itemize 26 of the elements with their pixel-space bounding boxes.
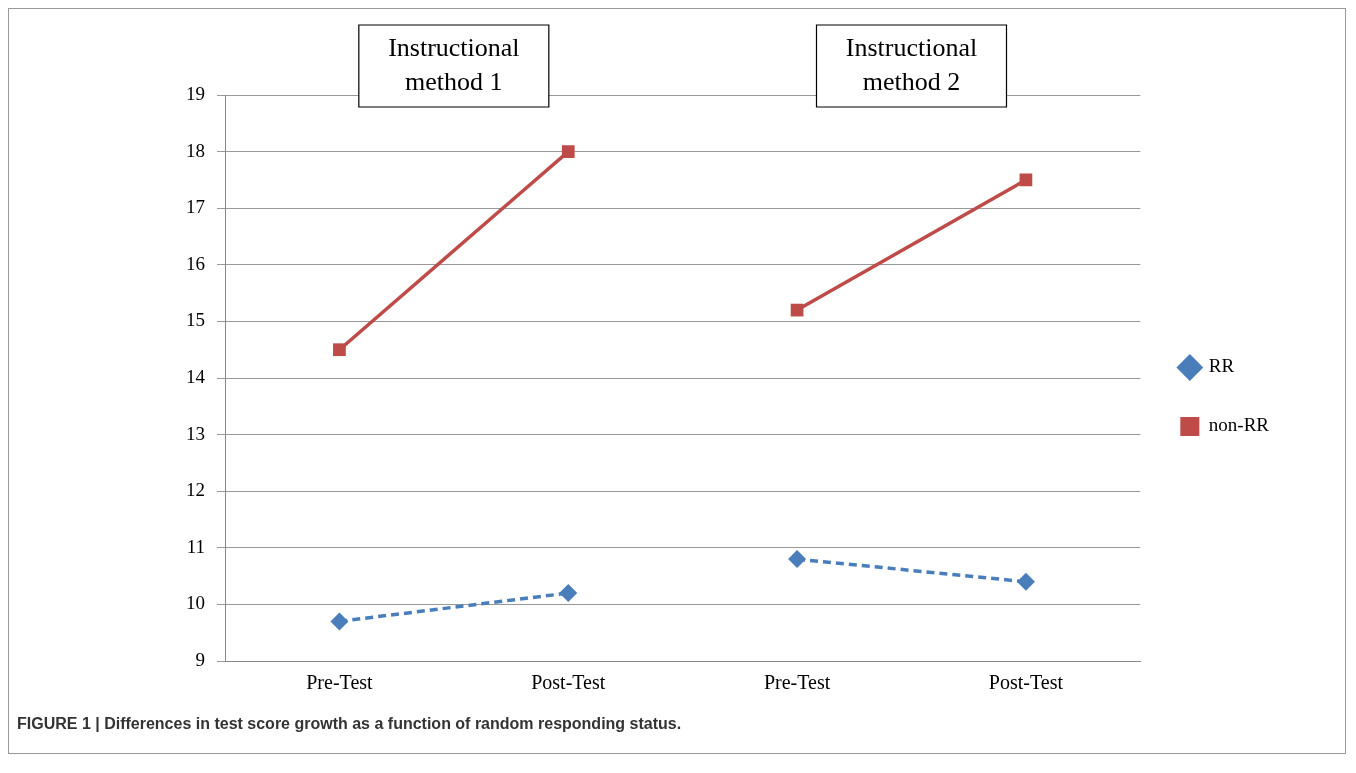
x-tick-label: Post-Test [531, 671, 606, 694]
y-tick-label: 9 [195, 648, 205, 670]
y-tick-label: 11 [186, 535, 205, 557]
point [559, 584, 578, 603]
legend-label: RR [1208, 355, 1235, 377]
legend-label: non-RR [1208, 414, 1270, 436]
point [788, 550, 807, 569]
point [333, 343, 346, 357]
y-tick-label: 14 [186, 365, 206, 387]
y-tick-label: 18 [186, 139, 205, 161]
y-tick-label: 15 [186, 309, 205, 331]
point [561, 145, 575, 158]
point [1016, 572, 1035, 591]
y-tick-label: 12 [186, 479, 205, 501]
annotation: Instructional method 2 [845, 32, 978, 96]
y-tick-label: 13 [186, 422, 205, 444]
y-tick-label: 10 [186, 592, 205, 614]
x-tick-label: Pre-Test [306, 671, 374, 694]
annotation: Instructional method 1 [388, 32, 520, 96]
point [330, 612, 349, 631]
y-tick-label: 19 [186, 82, 205, 104]
x-tick-label: Post-Test [988, 671, 1064, 694]
y-tick-label: 16 [186, 252, 205, 274]
y-tick-label: 17 [186, 196, 205, 218]
x-tick-label: Pre-Test [763, 671, 831, 694]
text: FIGURE 1 | Differences in test score growth as a function of random responding status. [16, 714, 683, 734]
